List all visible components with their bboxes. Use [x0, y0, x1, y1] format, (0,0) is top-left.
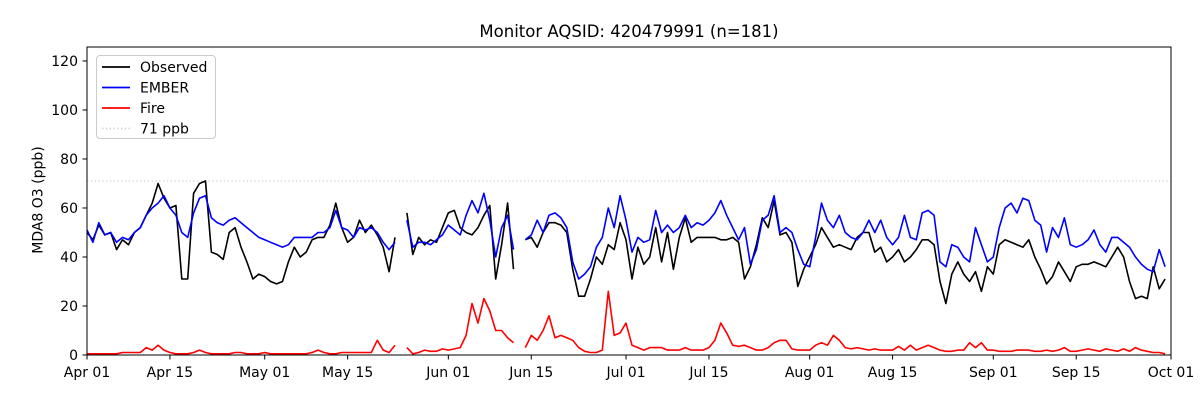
- x-tick-label: Jul 15: [688, 365, 728, 381]
- y-tick-label: 0: [69, 348, 78, 364]
- y-axis-label: MDA8 O3 (ppb): [30, 146, 47, 254]
- x-tick-label: Jul 01: [605, 365, 645, 381]
- x-tick-label: Sep 15: [1052, 365, 1101, 381]
- x-tick-label: Oct 01: [1148, 365, 1194, 381]
- x-tick-label: Jun 15: [508, 365, 553, 381]
- fire-line: [87, 290, 1166, 355]
- y-tick-label: 40: [60, 250, 78, 266]
- x-tick-label: Jun 01: [425, 365, 470, 381]
- chart-title: Monitor AQSID: 420479991 (n=181): [479, 22, 779, 41]
- plot-area: [87, 47, 1171, 355]
- legend-label: 71 ppb: [140, 122, 189, 138]
- y-tick-label: 80: [60, 152, 78, 168]
- x-tick-label: Apr 01: [64, 365, 110, 381]
- y-tick-label: 20: [60, 299, 78, 315]
- legend-label: Observed: [140, 60, 207, 76]
- x-tick-label: Aug 01: [785, 365, 835, 381]
- x-tick-label: Sep 01: [969, 365, 1018, 381]
- x-tick-label: May 15: [322, 365, 373, 381]
- x-tick-label: May 01: [239, 365, 290, 381]
- y-tick-label: 120: [51, 54, 78, 70]
- y-tick-label: 100: [51, 103, 78, 119]
- plot-border: [86, 46, 1172, 356]
- ember-line: [86, 192, 1166, 280]
- x-tick-label: Aug 15: [868, 365, 918, 381]
- legend-label: Fire: [140, 101, 165, 117]
- legend-label: EMBER: [140, 81, 189, 97]
- x-tick-label: Apr 15: [147, 365, 193, 381]
- legend-box: [96, 55, 216, 139]
- y-tick-label: 60: [60, 201, 78, 217]
